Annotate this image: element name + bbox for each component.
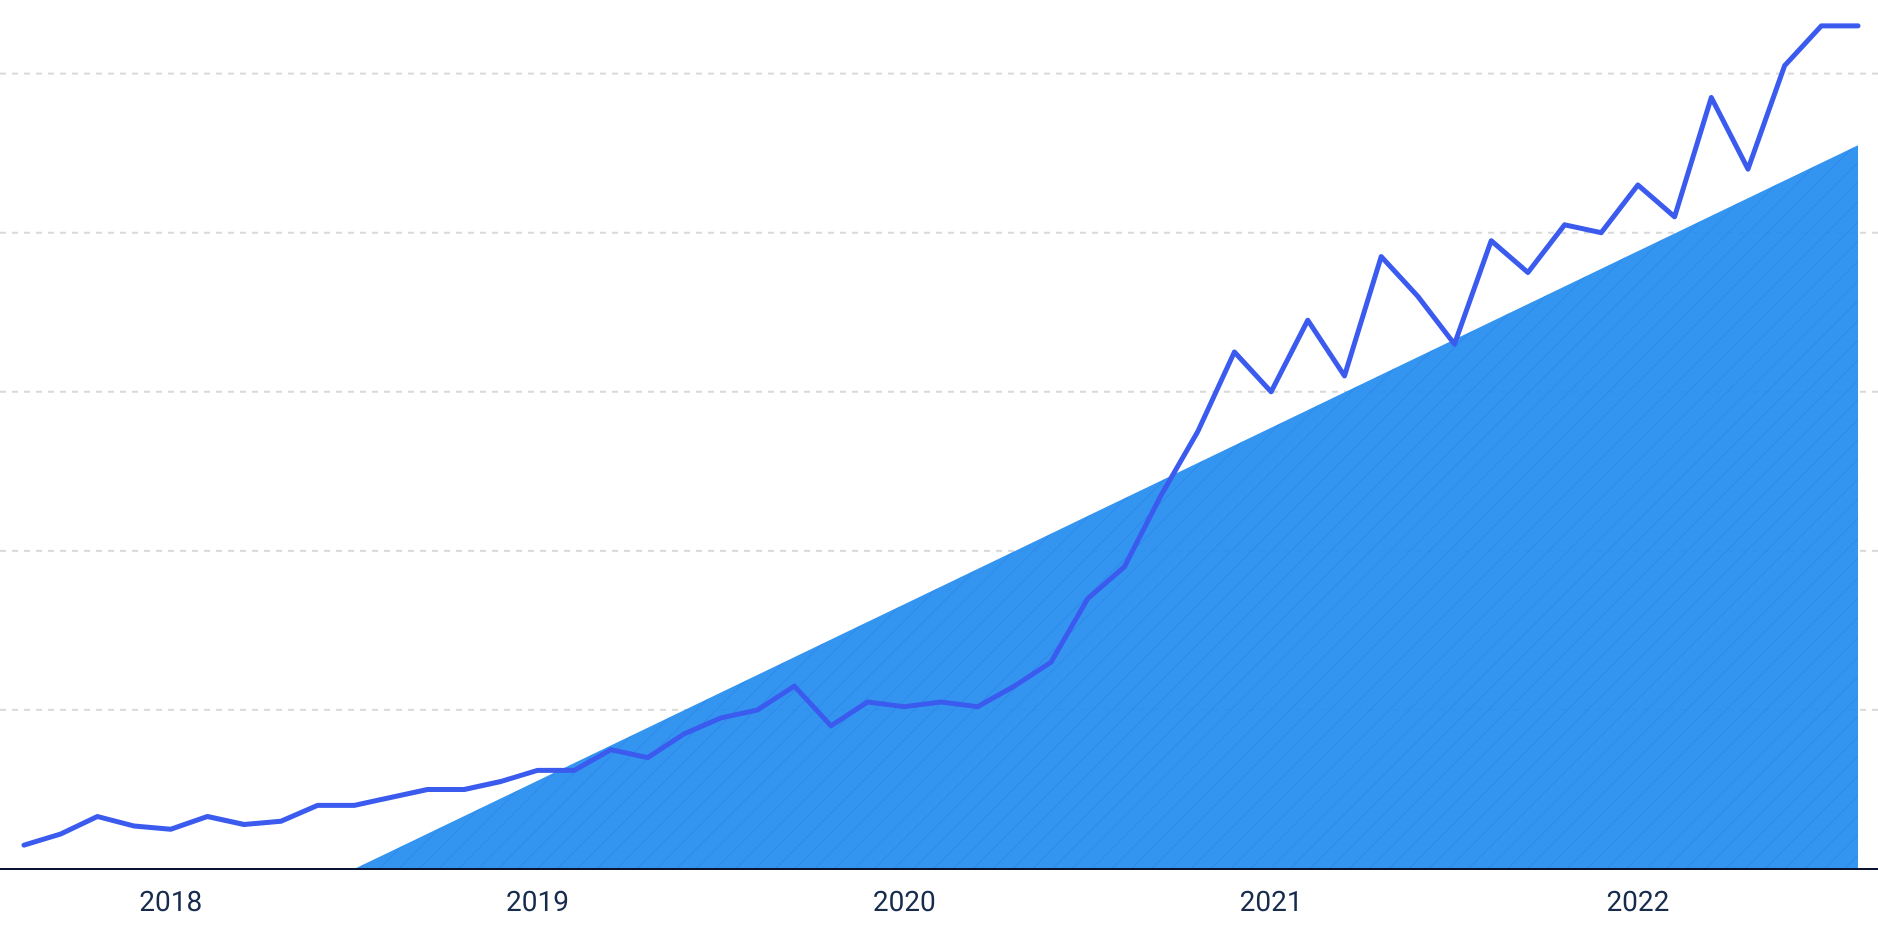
x-tick-label: 2018 (139, 885, 202, 918)
trend-line-chart: 2018 2019 2020 2021 2022 (0, 0, 1878, 939)
trend-area (354, 145, 1858, 869)
x-tick-label: 2022 (1606, 885, 1669, 918)
x-tick-label: 2020 (873, 885, 936, 918)
x-tick-label: 2021 (1240, 885, 1303, 918)
x-tick-label: 2019 (506, 885, 569, 918)
x-axis-labels: 2018 2019 2020 2021 2022 (139, 885, 1669, 918)
chart-svg: 2018 2019 2020 2021 2022 (0, 0, 1878, 939)
